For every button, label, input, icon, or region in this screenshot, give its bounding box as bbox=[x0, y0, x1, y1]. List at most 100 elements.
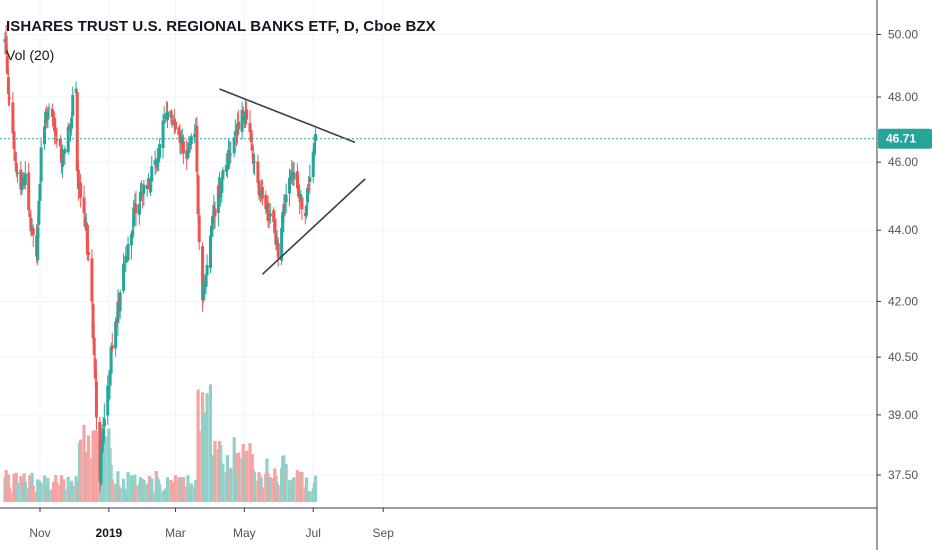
candle-body bbox=[181, 140, 185, 154]
trendlines bbox=[219, 88, 366, 275]
candle-body bbox=[126, 243, 130, 261]
time-tick-label: Jul bbox=[306, 526, 321, 540]
candle-body bbox=[27, 172, 31, 211]
volume-bar bbox=[181, 477, 185, 502]
candle-body bbox=[283, 204, 287, 206]
candle-body bbox=[154, 163, 158, 169]
trendline-upper bbox=[219, 88, 356, 144]
candle-body bbox=[282, 204, 286, 216]
price-tick-label: 37.50 bbox=[888, 468, 918, 482]
candle-body bbox=[15, 172, 19, 175]
candle-body bbox=[188, 144, 192, 146]
price-tick-label: 40.50 bbox=[888, 350, 918, 364]
volume-bar bbox=[63, 489, 67, 502]
time-tick-label: May bbox=[233, 526, 256, 540]
candle-body bbox=[131, 230, 135, 235]
candle-body bbox=[90, 258, 94, 302]
candle-body bbox=[197, 215, 201, 243]
candle-body bbox=[14, 162, 18, 172]
candle-body bbox=[23, 173, 27, 185]
candle-body bbox=[161, 120, 165, 148]
price-tick-label: 46.00 bbox=[888, 155, 918, 169]
volume-bars bbox=[3, 384, 318, 502]
candle-body bbox=[288, 177, 292, 194]
candle-body bbox=[295, 171, 299, 189]
candle-body bbox=[272, 210, 276, 222]
candle-body bbox=[148, 180, 152, 190]
candle-body bbox=[312, 142, 316, 156]
price-tick-label: 39.00 bbox=[888, 408, 918, 422]
candle-body bbox=[47, 107, 51, 109]
candle-body bbox=[92, 337, 96, 356]
volume-bar bbox=[126, 472, 130, 502]
volume-bar bbox=[173, 475, 178, 502]
candle-body bbox=[146, 178, 150, 182]
candle-body bbox=[71, 94, 75, 116]
candle-body bbox=[75, 92, 79, 172]
candle-body bbox=[250, 144, 254, 150]
candle-body bbox=[8, 97, 12, 100]
candle-body bbox=[58, 138, 62, 147]
last-price-tag: 46.71 bbox=[878, 128, 932, 149]
price-axis: 50.00 48.00 46.00 44.00 42.00 40.50 39.00 37.50 bbox=[877, 28, 918, 482]
candle-body bbox=[134, 204, 138, 214]
candle-body bbox=[311, 151, 315, 178]
candle-body bbox=[251, 153, 255, 165]
candle-body bbox=[87, 252, 91, 255]
candle-body bbox=[178, 132, 182, 143]
last-price-tag-label: 46.71 bbox=[886, 132, 916, 146]
volume-bar bbox=[213, 440, 217, 502]
candle-body bbox=[266, 202, 270, 222]
candle-body bbox=[76, 169, 80, 189]
volume-bar bbox=[150, 478, 154, 502]
candle-body bbox=[150, 166, 154, 182]
candle-body bbox=[169, 111, 173, 118]
candle-body bbox=[313, 134, 317, 141]
volume-bar bbox=[245, 450, 249, 502]
volume-bar bbox=[79, 439, 83, 502]
candle-body bbox=[307, 184, 311, 187]
candlesticks bbox=[3, 24, 317, 493]
candle-body bbox=[132, 207, 136, 227]
candle-body bbox=[142, 184, 146, 194]
candle-body bbox=[74, 88, 78, 93]
volume-bar bbox=[158, 484, 162, 502]
candle-body bbox=[280, 228, 284, 261]
volume-bar bbox=[165, 477, 170, 502]
volume-bar bbox=[205, 393, 209, 502]
candle-body bbox=[193, 133, 197, 138]
candle-body bbox=[264, 194, 268, 210]
candle-body bbox=[153, 160, 157, 165]
candle-body bbox=[273, 218, 277, 234]
volume-bar bbox=[194, 479, 198, 502]
candle-body bbox=[93, 359, 97, 379]
candle-body bbox=[50, 108, 54, 117]
volume-bar bbox=[142, 479, 146, 502]
volume-bar bbox=[241, 443, 245, 502]
candle-body bbox=[155, 159, 159, 165]
candle-body bbox=[38, 183, 42, 201]
candle-body bbox=[129, 233, 133, 246]
candle-body bbox=[137, 204, 141, 215]
candle-body bbox=[208, 235, 212, 269]
candle-body bbox=[308, 177, 312, 183]
candle-body bbox=[114, 321, 118, 349]
volume-bar bbox=[186, 475, 190, 502]
candle-body bbox=[140, 192, 144, 195]
candle-body bbox=[83, 217, 87, 227]
candle-body bbox=[61, 150, 65, 167]
candle-body bbox=[79, 182, 83, 198]
volume-bar bbox=[208, 384, 213, 502]
volume-bar bbox=[31, 485, 35, 502]
candle-body bbox=[11, 102, 15, 134]
candle-body bbox=[186, 151, 190, 159]
candle-body bbox=[55, 139, 59, 141]
time-tick-label: Sep bbox=[373, 526, 395, 540]
volume-bar bbox=[7, 487, 12, 502]
volume-bar bbox=[197, 430, 201, 502]
candle-body bbox=[196, 175, 200, 215]
candle-body bbox=[253, 161, 257, 163]
candle-body bbox=[289, 176, 293, 182]
